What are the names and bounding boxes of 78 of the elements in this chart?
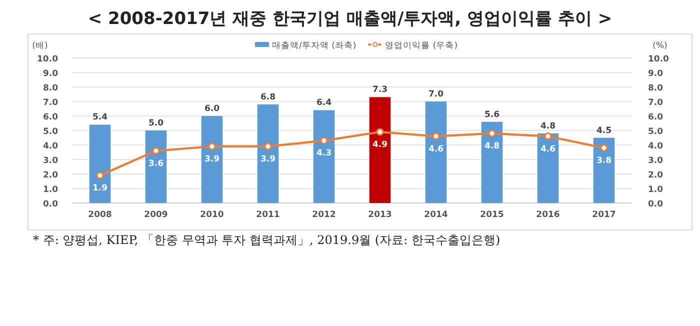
data-label: 4.9 (372, 140, 388, 150)
y2-tick-label: 2.0 (648, 170, 664, 180)
y2-tick-label: 9.0 (648, 69, 664, 79)
y-tick-label: 8.0 (42, 84, 58, 94)
data-label: 3.9 (260, 154, 276, 164)
bar (537, 133, 559, 203)
y-tick-label: 3.0 (42, 156, 58, 166)
bar (313, 110, 335, 203)
point (320, 136, 328, 144)
y-tick-label: 1.0 (42, 185, 58, 195)
data-label: 4.3 (316, 148, 332, 159)
y2-tick-label: 6.0 (648, 112, 664, 122)
x-tick-label: 2013 (368, 210, 392, 220)
x-tick-label: 2008 (88, 210, 112, 220)
y-tick-label: 2.0 (42, 170, 58, 180)
point (432, 132, 440, 140)
legend-label: 영업이익률 (우축) (385, 41, 458, 51)
data-label: 4.8 (540, 121, 556, 132)
data-label: 4.5 (596, 126, 612, 136)
legend-label: 매출액/투자액 (좌축) (272, 41, 356, 51)
bar (593, 138, 615, 203)
point (544, 132, 552, 140)
y2-tick-label: 1.0 (648, 185, 664, 195)
bar (425, 102, 447, 203)
data-label: 1.9 (92, 183, 108, 194)
bar (201, 116, 223, 203)
data-label: 3.6 (148, 158, 164, 169)
y-tick-label: 5.0 (42, 127, 58, 137)
x-tick-label: 2015 (480, 210, 504, 220)
bar (369, 97, 391, 203)
point (152, 147, 160, 155)
x-tick-label: 2014 (424, 210, 448, 220)
data-label: 6.0 (204, 104, 220, 114)
data-label: 3.8 (596, 156, 612, 166)
data-label: 7.0 (428, 90, 444, 100)
point (376, 128, 384, 136)
data-label: 3.9 (204, 154, 220, 164)
data-label: 4.8 (484, 141, 500, 152)
y-tick-label: 9.0 (42, 69, 58, 79)
y2-tick-label: 7.0 (648, 98, 664, 108)
data-label: 6.8 (260, 92, 276, 102)
data-label: 6.4 (316, 98, 332, 108)
x-tick-label: 2017 (592, 210, 616, 220)
data-label: 5.4 (92, 112, 108, 123)
y2-tick-label: 3.0 (648, 156, 664, 166)
y-tick-label: 4.0 (42, 142, 58, 152)
y2-tick-label: 10.0 (648, 54, 670, 64)
bar (257, 104, 279, 203)
y2-axis-title: (%) (652, 41, 668, 51)
point (264, 142, 272, 150)
y-axis-title: (배) (32, 41, 48, 51)
data-label: 4.6 (540, 144, 556, 154)
data-label: 7.3 (372, 85, 388, 96)
y-tick-label: 0.0 (42, 200, 58, 210)
x-tick-label: 2009 (144, 210, 168, 220)
point (96, 172, 104, 180)
y-tick-label: 6.0 (42, 112, 58, 122)
bar (481, 122, 503, 203)
chart-title: < 2008-2017년 재중 한국기업 매출액/투자액, 영업이익률 추이 > (88, 9, 612, 29)
point (488, 130, 496, 138)
y2-tick-label: 8.0 (648, 84, 664, 94)
y2-tick-label: 4.0 (648, 142, 664, 152)
x-tick-label: 2012 (312, 210, 336, 220)
point (208, 142, 216, 150)
x-tick-label: 2011 (256, 210, 280, 220)
text: * 주: 양평섭, KIEP, 「한중 무역과 투자 협력과제」, 2019.9월 (자료: 한국수출입은행) (33, 233, 500, 247)
y-tick-label: 10.0 (37, 54, 58, 64)
y2-tick-label: 0.0 (648, 200, 664, 210)
bar (89, 124, 111, 203)
point (600, 144, 608, 152)
data-label: 4.6 (428, 144, 444, 154)
y-tick-label: 7.0 (42, 98, 58, 108)
x-tick-label: 2016 (536, 210, 560, 220)
x-tick-label: 2010 (200, 210, 224, 220)
y2-tick-label: 5.0 (648, 127, 664, 137)
data-label: 5.0 (148, 118, 164, 128)
bar (145, 130, 167, 203)
data-label: 5.6 (484, 110, 500, 120)
